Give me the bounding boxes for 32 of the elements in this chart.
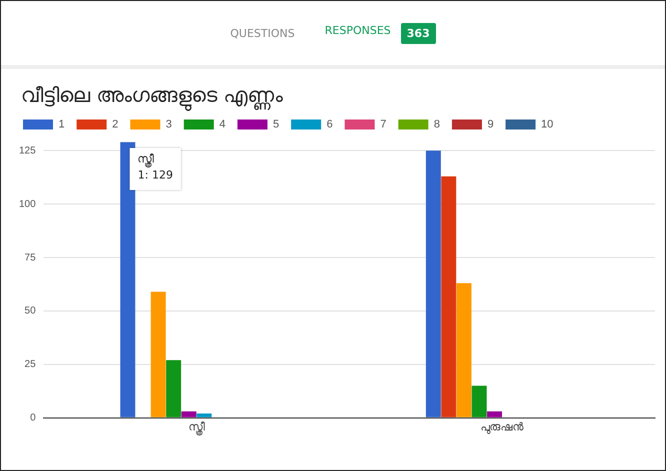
text: QUESTIONS [230,26,295,40]
text: 363 [400,22,436,44]
bar [181,411,196,418]
legend-label: 10 [541,118,554,131]
bar [472,386,487,418]
bar [150,292,166,418]
legend-label: 9 [487,118,494,131]
bar [426,150,441,418]
annotation: സ്ത്രീ 1: 129 [138,152,173,182]
x-tick-label: സ്ത്രീ [188,421,206,436]
y-tick-label: 50 [24,306,36,317]
y-tick-label: 125 [18,145,36,156]
legend-label: 5 [272,118,280,131]
legend-label: 4 [219,118,226,131]
legend-label: 8 [434,118,440,131]
text: RESPONSES [324,24,391,38]
y-tick-label: 75 [24,252,36,264]
bar [120,142,136,418]
legend-label: 2 [112,118,118,131]
x-tick-label: പുരുഷൻ [480,421,524,434]
legend-label: 7 [380,118,386,131]
bar [441,176,456,418]
bar [166,360,182,418]
y-tick-label: 0 [30,412,36,424]
legend-label: 3 [166,118,172,131]
y-tick-label: 25 [24,359,36,370]
bar [487,411,502,418]
bar [196,414,212,418]
legend-label: 6 [326,118,333,131]
y-tick-label: 100 [18,198,36,210]
bar [456,283,472,418]
legend-label: 1 [58,118,65,131]
